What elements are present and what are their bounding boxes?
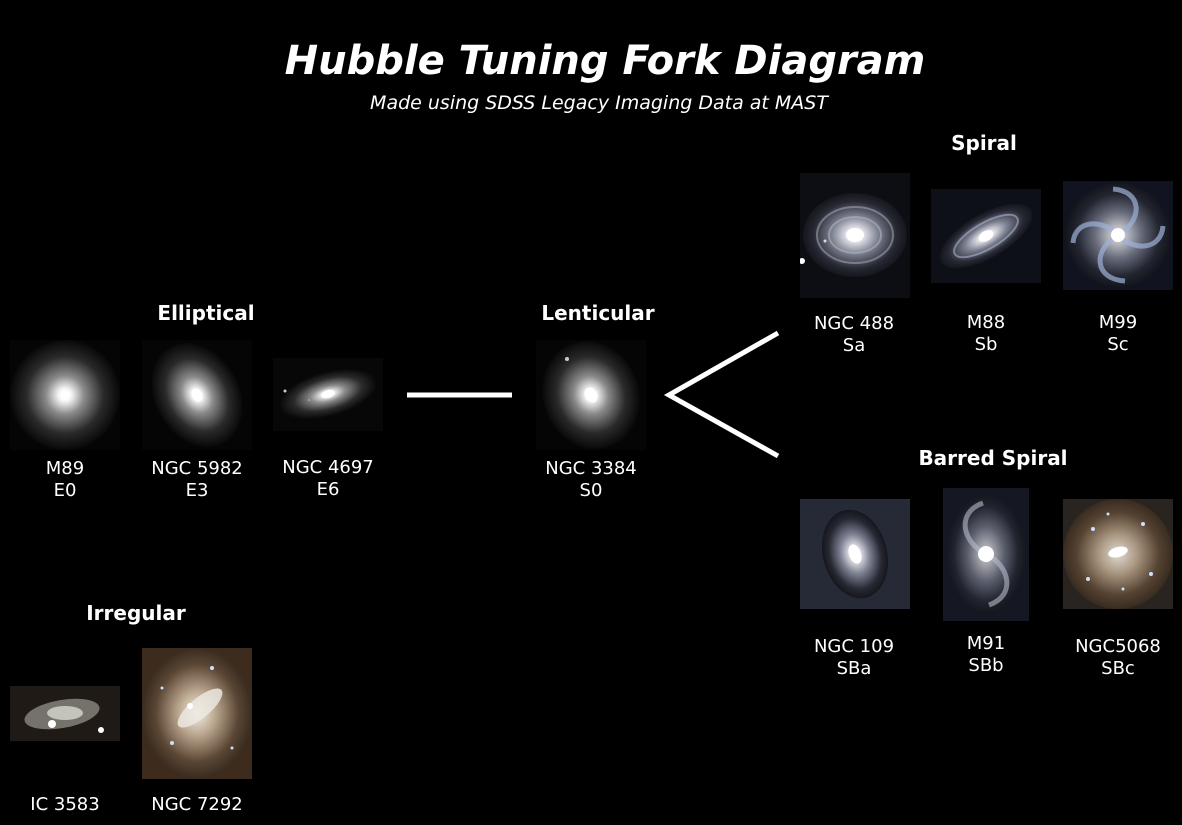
galaxy-name: NGC5068 [1075,636,1161,657]
galaxy-image-m89 [10,340,120,450]
galaxy-label-ngc-3384: NGC 3384 S0 [511,458,671,502]
group-title-spiral: Spiral [951,131,1017,155]
galaxy-type: Sb [974,334,998,355]
galaxy-label-ic-3583: IC 3583 [0,794,145,816]
galaxy-name: NGC 488 [813,313,895,334]
galaxy-type: Sa [842,335,866,356]
galaxy-type: S0 [579,480,603,501]
galaxy-image-ngc-5982 [142,340,252,450]
galaxy-label-m89: M89 E0 [0,458,145,502]
page-subtitle: Made using SDSS Legacy Imaging Data at M… [370,92,828,114]
galaxy-image-ngc-488 [800,173,910,298]
galaxy-name: NGC 5982 [151,458,243,479]
group-title-elliptical: Elliptical [157,301,255,325]
galaxy-type: SBa [836,658,872,679]
galaxy-name: NGC 3384 [545,458,637,479]
galaxy-type: Sc [1107,334,1129,355]
galaxy-image-ngc-109 [800,499,910,609]
galaxy-type: E6 [316,479,340,500]
galaxy-label-m91: M91 SBb [906,633,1066,677]
fork-lines [663,330,780,459]
galaxy-label-m88: M88 Sb [906,312,1066,356]
galaxy-name: M91 [966,633,1006,654]
galaxy-image-m88 [931,189,1041,283]
galaxy-label-m99: M99 Sc [1038,312,1182,356]
galaxy-label-ngc-5982: NGC 5982 E3 [117,458,277,502]
galaxy-label-ngc5068: NGC5068 SBc [1038,636,1182,680]
galaxy-image-m91 [943,488,1029,621]
group-title-irregular: Irregular [86,601,186,625]
page-title: Hubble Tuning Fork Diagram [284,38,926,84]
galaxy-image-ngc-4697 [273,358,383,431]
galaxy-image-m99 [1063,181,1173,290]
galaxy-name: NGC 7292 [151,794,243,815]
galaxy-name: IC 3583 [30,794,100,815]
galaxy-label-ngc-109: NGC 109 SBa [774,636,934,680]
galaxy-name: NGC 4697 [282,457,374,478]
galaxy-type: E3 [185,480,209,501]
galaxy-name: M99 [1098,312,1138,333]
galaxy-label-ngc-4697: NGC 4697 E6 [248,457,408,501]
galaxy-image-ngc-7292 [142,648,252,779]
galaxy-label-ngc-7292: NGC 7292 [117,794,277,816]
galaxy-image-ngc-3384 [536,340,646,450]
galaxy-label-ngc-488: NGC 488 Sa [774,313,934,357]
galaxy-image-ic-3583 [10,686,120,741]
galaxy-name: NGC 109 [813,636,895,657]
galaxy-name: M88 [966,312,1006,333]
galaxy-type: SBb [968,655,1004,676]
galaxy-name: M89 [45,458,85,479]
galaxy-type: E0 [53,480,77,501]
group-title-barred-spiral: Barred Spiral [918,446,1068,470]
galaxy-type: SBc [1101,658,1135,679]
galaxy-image-ngc5068 [1063,499,1173,609]
group-title-lenticular: Lenticular [541,301,655,325]
